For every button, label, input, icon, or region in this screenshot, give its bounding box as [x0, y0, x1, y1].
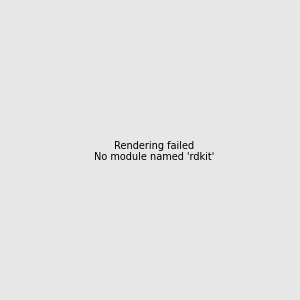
Text: Rendering failed
No module named 'rdkit': Rendering failed No module named 'rdkit' — [94, 141, 214, 162]
